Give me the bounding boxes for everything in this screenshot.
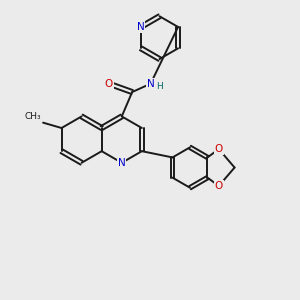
Text: O: O — [105, 79, 113, 89]
Text: O: O — [215, 144, 223, 154]
Text: N: N — [137, 22, 145, 32]
Text: N: N — [147, 79, 154, 89]
Text: O: O — [215, 181, 223, 191]
Text: CH₃: CH₃ — [24, 112, 41, 121]
Text: H: H — [156, 82, 163, 91]
Text: N: N — [118, 158, 126, 168]
